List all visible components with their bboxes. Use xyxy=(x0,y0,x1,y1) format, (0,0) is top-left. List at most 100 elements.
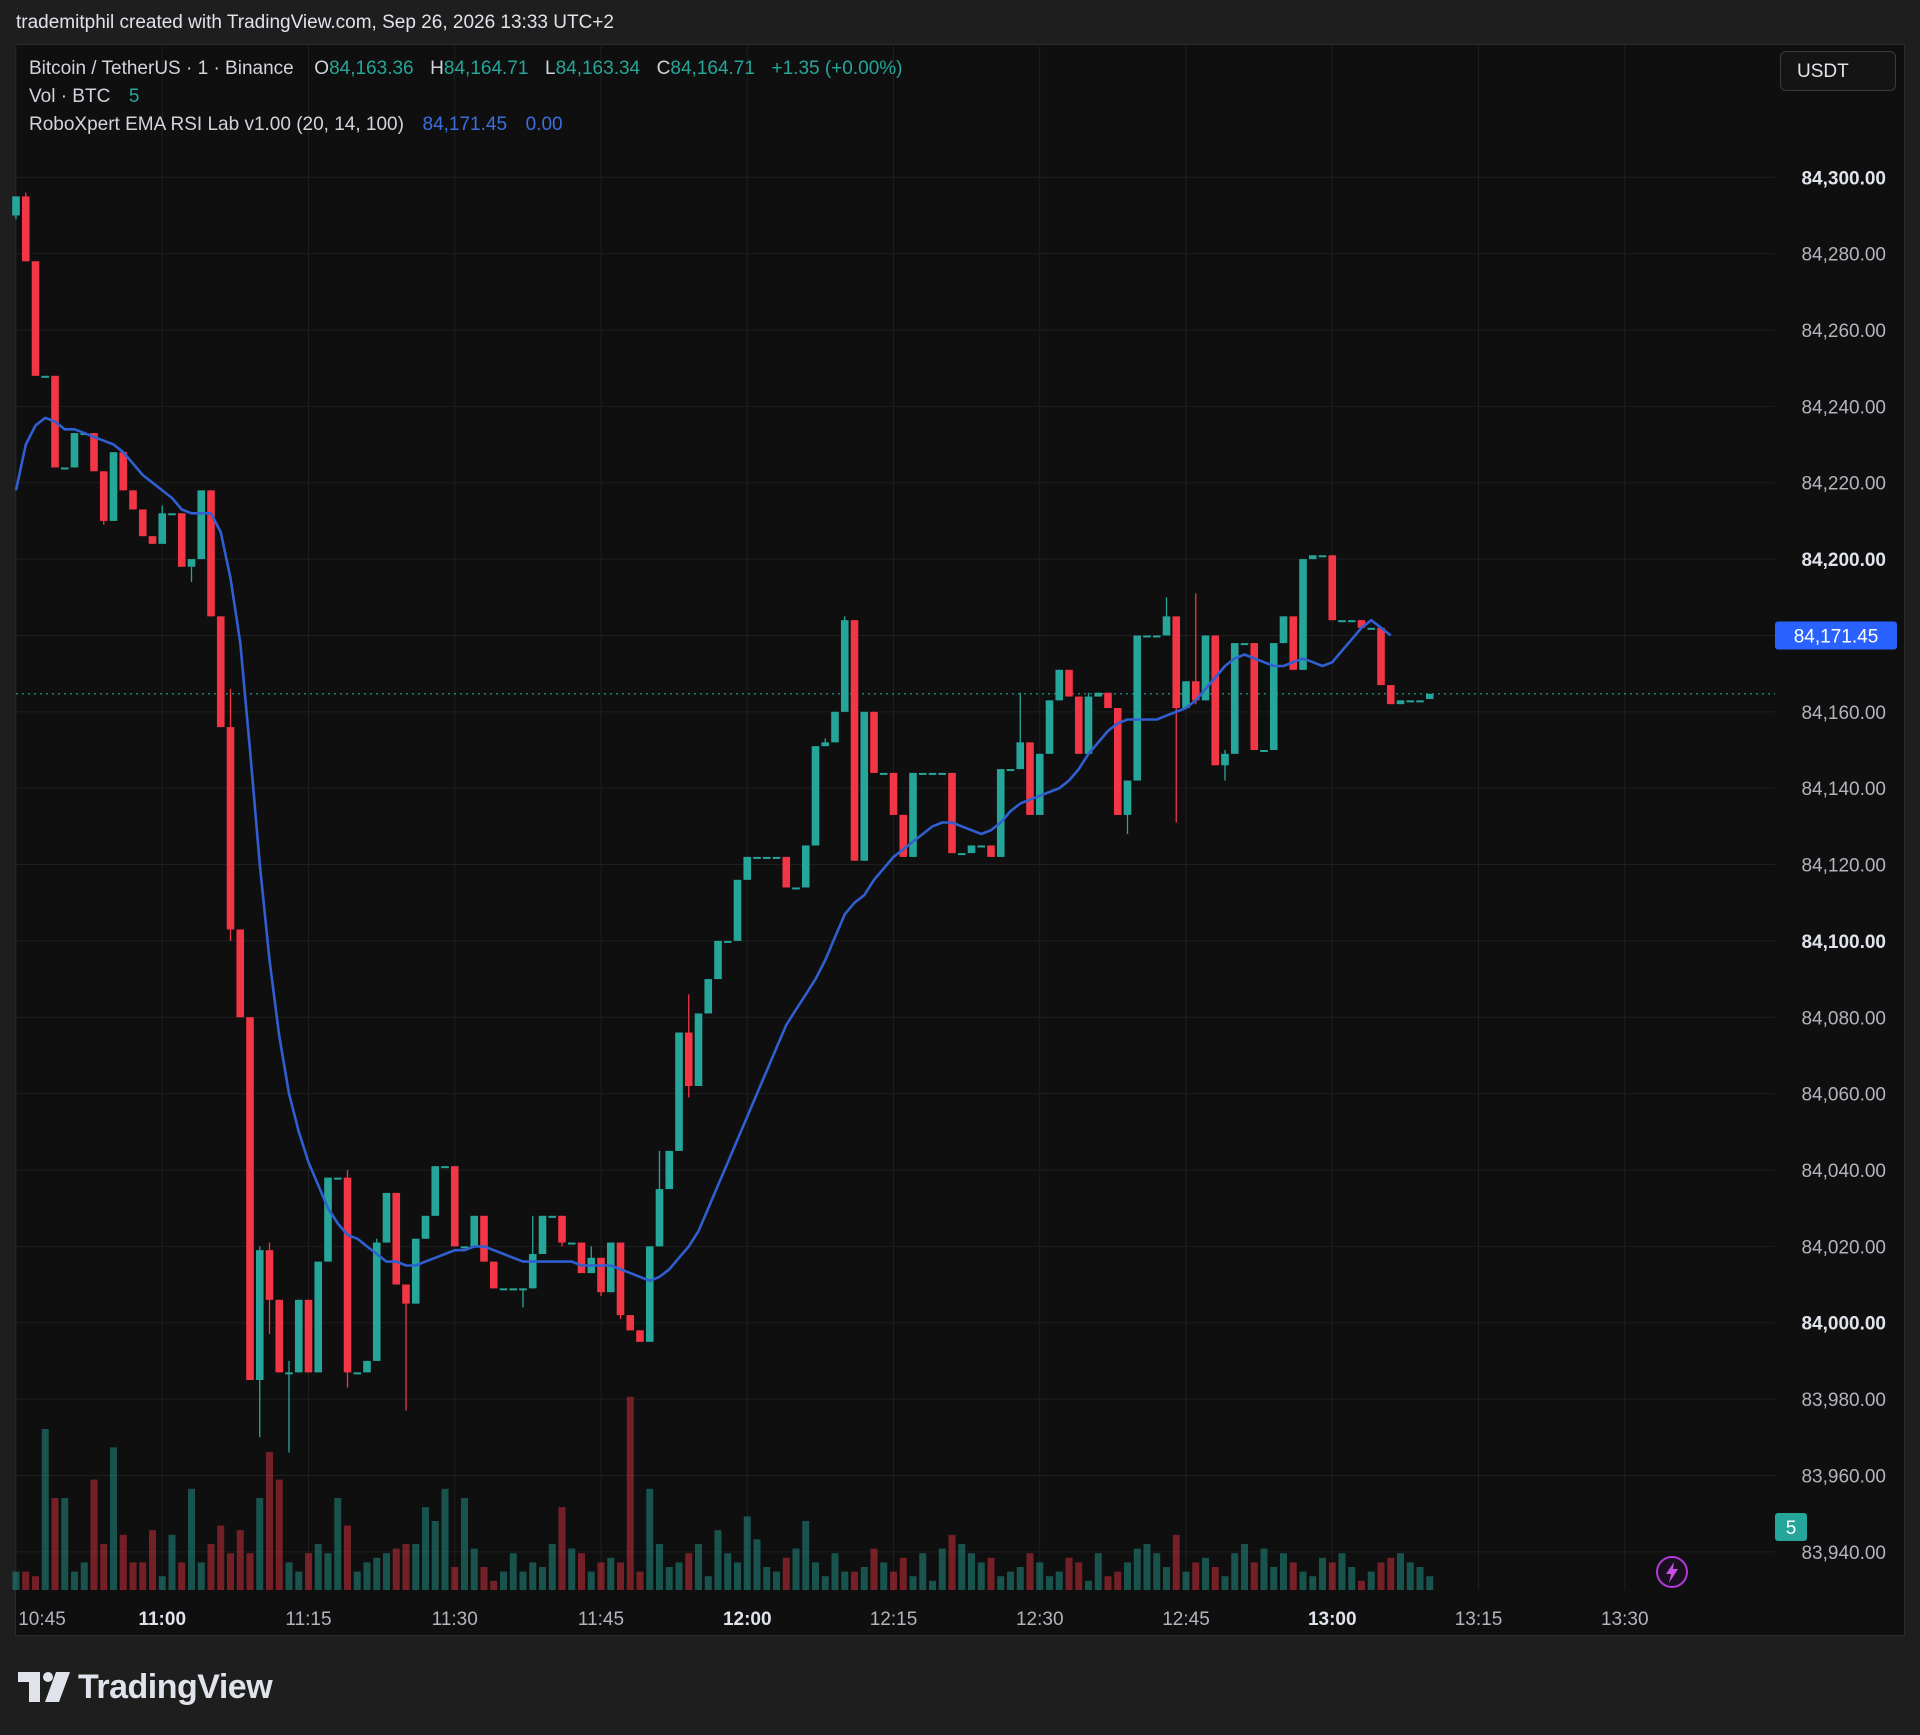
volume-bar xyxy=(646,1488,654,1590)
y-tick-label: 84,260.00 xyxy=(1801,321,1886,342)
volume-bar xyxy=(880,1562,888,1590)
volume-bar xyxy=(597,1562,605,1590)
volume-bar xyxy=(1153,1553,1161,1590)
x-tick-label: 10:45 xyxy=(18,1609,66,1630)
candle-body xyxy=(372,1242,381,1361)
candle-body xyxy=(597,1257,605,1293)
volume-bar xyxy=(1231,1553,1239,1590)
volume-bar xyxy=(41,1429,49,1590)
candle-body xyxy=(1113,708,1122,815)
candle-body xyxy=(684,1032,693,1086)
volume-bar xyxy=(1075,1562,1083,1590)
candle-body xyxy=(70,433,79,468)
volume-bar xyxy=(890,1571,897,1590)
candle-body xyxy=(1123,780,1132,815)
volume-bar xyxy=(1426,1576,1434,1590)
volume-value: 5 xyxy=(128,86,140,107)
volume-bar xyxy=(704,1576,712,1590)
y-tick-label: 84,140.00 xyxy=(1801,779,1886,800)
candle-body xyxy=(216,616,225,728)
candle-body xyxy=(1201,635,1210,701)
candle-body xyxy=(1308,555,1317,560)
volume-bar xyxy=(1065,1557,1073,1590)
candle-body xyxy=(1367,627,1376,630)
candle-body xyxy=(363,1360,371,1373)
volume-bar xyxy=(110,1447,117,1590)
low-label: L xyxy=(545,58,556,79)
volume-bar xyxy=(1007,1571,1014,1590)
volume-bar xyxy=(1299,1571,1307,1590)
candle-body xyxy=(489,1261,498,1289)
volume-bar xyxy=(266,1452,273,1590)
volume-bar xyxy=(617,1562,624,1590)
volume-bar xyxy=(275,1479,283,1590)
volume-label[interactable]: Vol · BTC xyxy=(29,86,111,107)
candle-body xyxy=(1026,742,1034,815)
candle-body xyxy=(1016,742,1025,770)
volume-bar xyxy=(919,1553,927,1590)
volume-legend[interactable]: Vol · BTC 5 xyxy=(29,86,139,108)
low-value: 84,163.34 xyxy=(555,58,641,79)
volume-bar xyxy=(353,1571,361,1590)
candle-body xyxy=(1377,627,1385,686)
candle-body xyxy=(1084,696,1093,754)
candle-body xyxy=(1182,681,1190,708)
volume-bar xyxy=(909,1576,917,1590)
indicator-value-2: 0.00 xyxy=(525,114,563,135)
volume-badge xyxy=(1775,1513,1807,1541)
candle-body xyxy=(1162,616,1171,636)
symbol-legend[interactable]: Bitcoin / TetherUS · 1 · Binance O84,163… xyxy=(29,58,902,80)
candle-body xyxy=(421,1215,430,1239)
volume-bar xyxy=(675,1562,683,1590)
candle-body xyxy=(1104,692,1112,708)
candle-body xyxy=(704,979,713,1014)
volume-bar xyxy=(578,1553,585,1590)
candle-body xyxy=(353,1372,362,1375)
indicator-label[interactable]: RoboXpert EMA RSI Lab v1.00 (20, 14, 100… xyxy=(29,114,404,135)
candle-body xyxy=(129,490,137,510)
candle-body xyxy=(811,746,820,846)
indicator-legend[interactable]: RoboXpert EMA RSI Lab v1.00 (20, 14, 100… xyxy=(29,114,563,136)
candle-body xyxy=(402,1284,410,1304)
volume-bar xyxy=(61,1498,69,1590)
volume-bar xyxy=(1036,1562,1044,1590)
tradingview-brand: TradingView xyxy=(78,1668,273,1706)
currency-label: USDT xyxy=(1797,61,1849,82)
y-tick-label: 84,280.00 xyxy=(1801,245,1886,266)
candle-body xyxy=(1279,616,1288,644)
candle-body xyxy=(1006,769,1015,772)
x-tick-label: 11:30 xyxy=(432,1609,478,1630)
volume-bar xyxy=(1387,1557,1395,1590)
volume-bar xyxy=(1202,1557,1209,1590)
candle-body xyxy=(558,1215,566,1243)
chart-panel[interactable] xyxy=(15,44,1905,1636)
volume-bar xyxy=(256,1498,264,1590)
symbol-name[interactable]: Bitcoin / TetherUS · 1 · Binance xyxy=(29,58,294,79)
candle-body xyxy=(1045,700,1054,754)
candle-body xyxy=(928,772,937,775)
candle-body xyxy=(450,1166,459,1247)
close-label: C xyxy=(656,58,671,79)
candle-body xyxy=(236,929,245,1018)
volume-bar xyxy=(461,1498,468,1590)
candle-body xyxy=(1260,750,1268,752)
y-tick-label: 84,020.00 xyxy=(1801,1237,1886,1258)
candle-body xyxy=(792,887,800,890)
candle-body xyxy=(177,513,186,567)
candle-body xyxy=(528,1254,537,1289)
candle-body xyxy=(538,1215,547,1254)
candle-body xyxy=(12,196,20,216)
candle-body xyxy=(967,845,976,854)
volume-bar xyxy=(773,1571,780,1590)
volume-bar xyxy=(188,1488,195,1590)
currency-button[interactable]: USDT xyxy=(1780,51,1896,91)
candle-body xyxy=(441,1166,449,1169)
x-tick-label: 12:45 xyxy=(1162,1609,1210,1630)
volume-bar xyxy=(1377,1562,1385,1590)
candle-body xyxy=(41,375,50,378)
volume-bar xyxy=(987,1557,995,1590)
volume-bar xyxy=(958,1544,966,1590)
volume-bar xyxy=(100,1544,108,1590)
volume-bar xyxy=(665,1567,673,1590)
